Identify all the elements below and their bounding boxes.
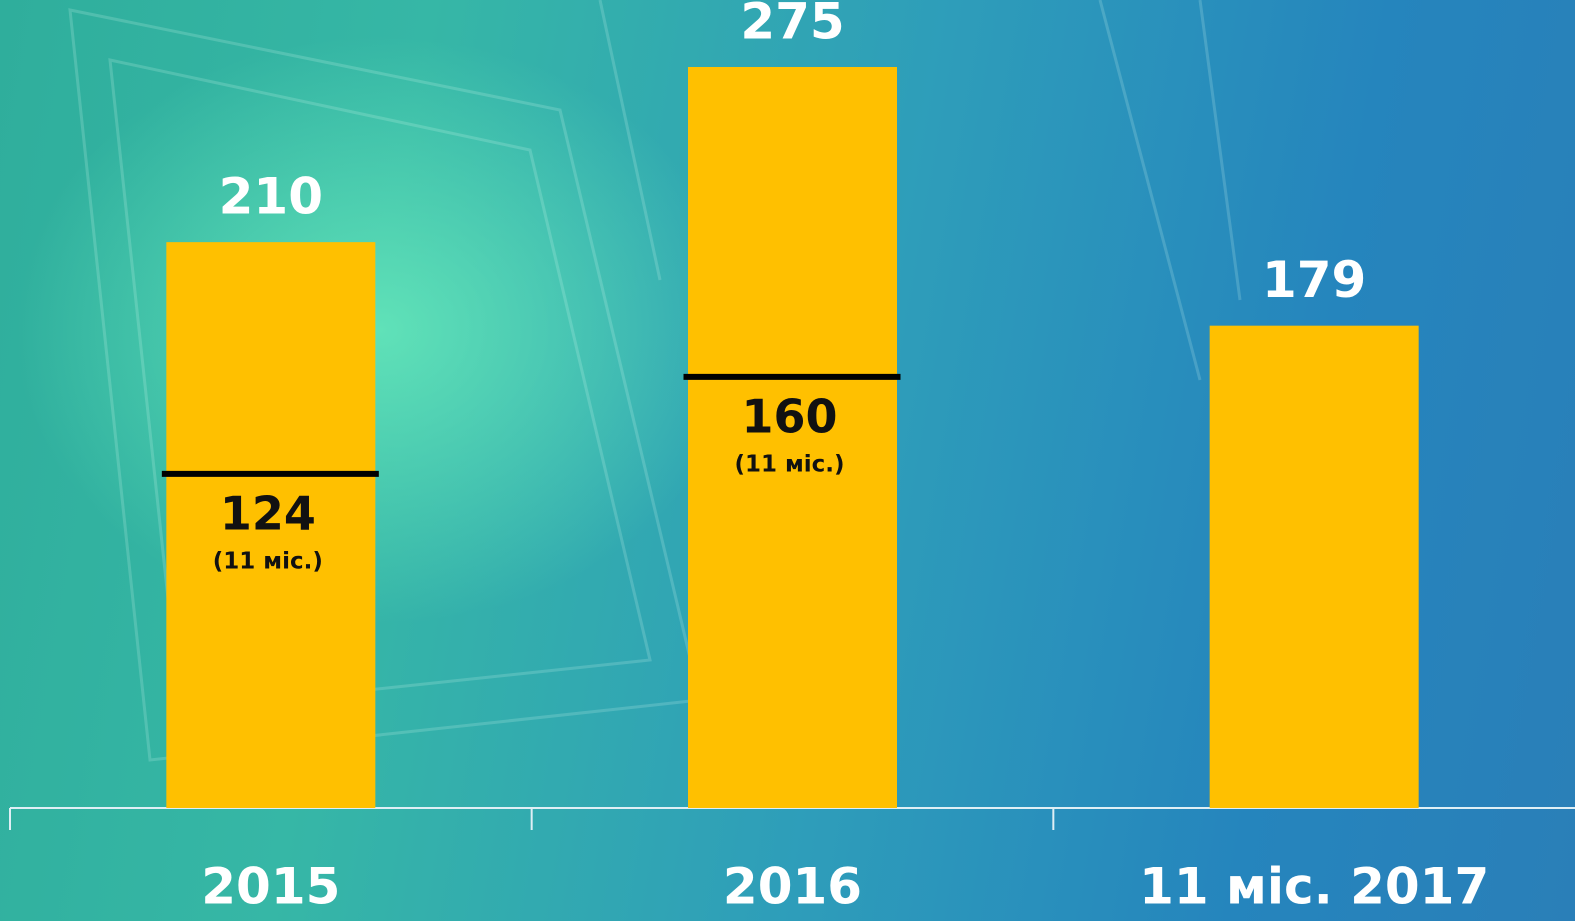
x-tick-label: 2015 <box>201 858 340 916</box>
page: 210 2015 124 (11 міс.) 275 2016 160 (11 міс.) 17… <box>0 0 1575 921</box>
value-label: 179 <box>1262 251 1366 309</box>
value-label: 210 <box>219 168 323 226</box>
marker-value: 124 <box>220 486 316 540</box>
marker-label: (11 міс.) <box>213 548 323 574</box>
x-tick-label: 11 міс. 2017 <box>1139 858 1489 916</box>
marker-value: 160 <box>741 389 837 443</box>
chart: 210 2015 124 (11 міс.) 275 2016 160 (11 міс.) 17… <box>0 0 1575 921</box>
x-tick-label: 2016 <box>723 858 862 916</box>
bar <box>1210 326 1419 808</box>
marker-label: (11 міс.) <box>734 451 844 477</box>
value-label: 275 <box>740 0 844 51</box>
